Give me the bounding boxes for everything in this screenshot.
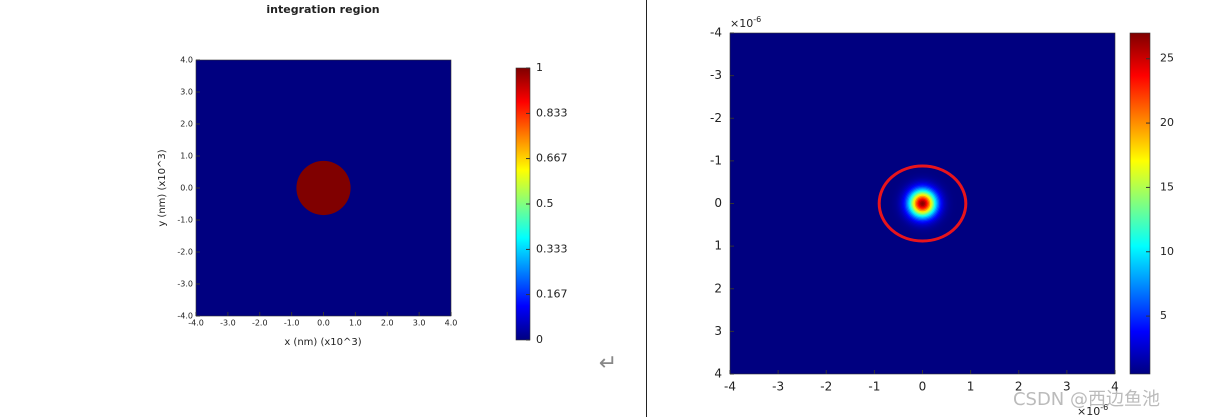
x-tick-label: 0.0 <box>317 319 330 328</box>
watermark: CSDN @西边鱼池 <box>1013 389 1160 410</box>
y-tick-label: -4 <box>710 26 722 40</box>
x-multiplier: ×10-6 <box>1077 403 1108 417</box>
colorbar-tick-label: 0.667 <box>536 152 568 165</box>
y-tick-label: -1 <box>710 153 722 167</box>
x-tick-label: 3.0 <box>413 319 426 328</box>
colorbar-tick-label: 5 <box>1160 309 1167 322</box>
y-tick-label: 3.0 <box>180 88 193 97</box>
x-tick-label: 3 <box>1063 380 1071 394</box>
y-tick-label: 1 <box>714 239 722 253</box>
x-tick-label: 1 <box>967 380 975 394</box>
ellipse <box>877 164 968 243</box>
x-tick-label: 4 <box>1111 380 1119 394</box>
exponent: -6 <box>1100 403 1108 412</box>
colorbar <box>1129 32 1151 375</box>
y-tick-label: -1.0 <box>177 216 193 225</box>
y-axis-label: y (nm) (x10^3) <box>157 149 168 226</box>
x-tick-label: 2.0 <box>381 319 394 328</box>
y-tick-label: -3 <box>710 68 722 82</box>
y-tick-label: -2 <box>710 111 722 125</box>
colorbar-tick-label: 0.167 <box>536 288 568 301</box>
x-tick-label: 0 <box>919 380 927 394</box>
colorbar-tick-label: 10 <box>1160 245 1174 258</box>
x-tick-label: -3 <box>772 380 784 394</box>
y-tick-label: 2 <box>714 281 722 295</box>
x-axis-label: x (nm) (x10^3) <box>284 337 361 348</box>
y-tick-label: 4.0 <box>180 56 193 65</box>
colorbar-tick-label: 25 <box>1160 52 1174 65</box>
y-tick-label: 1.0 <box>180 152 193 161</box>
y-tick-label: 4 <box>714 367 722 381</box>
disk <box>296 160 351 216</box>
x-tick-label: 2 <box>1015 380 1023 394</box>
y-tick-label: 0.0 <box>180 184 193 193</box>
colorbar-tick-label: 0.333 <box>536 242 568 255</box>
x-tick-label: -3.0 <box>220 319 236 328</box>
x-tick-label: -4 <box>724 380 736 394</box>
x-tick-label: -4.0 <box>188 319 204 328</box>
colorbar-tick-label: 0 <box>536 333 543 346</box>
exponent: -6 <box>753 15 761 24</box>
multiplier: ×10 <box>1077 405 1100 417</box>
x-tick-label: -1 <box>868 380 880 394</box>
x-tick-label: 1.0 <box>349 319 362 328</box>
y-tick-label: 3 <box>714 324 722 338</box>
x-tick-label: 4.0 <box>445 319 458 328</box>
y-tick-label: -4.0 <box>177 312 193 321</box>
multiplier: ×10 <box>730 17 753 30</box>
return-symbol: ↵ <box>599 351 617 376</box>
x-tick-label: -2.0 <box>252 319 268 328</box>
colorbar-tick-label: 0.5 <box>536 197 554 210</box>
y-tick-label: 0 <box>714 196 722 210</box>
y-tick-label: 2.0 <box>180 120 193 129</box>
colorbar-tick-label: 0.833 <box>536 106 568 119</box>
spot-ring <box>921 202 924 205</box>
y-multiplier: ×10-6 <box>730 15 761 31</box>
y-tick-label: -3.0 <box>177 280 193 289</box>
chart-title: integration region <box>266 3 379 16</box>
colorbar-tick-label: 1 <box>536 61 543 74</box>
y-tick-label: -2.0 <box>177 248 193 257</box>
colorbar-tick-label: 20 <box>1160 116 1174 129</box>
x-tick-label: -1.0 <box>284 319 300 328</box>
colorbar-tick-label: 15 <box>1160 180 1174 193</box>
x-tick-label: -2 <box>820 380 832 394</box>
